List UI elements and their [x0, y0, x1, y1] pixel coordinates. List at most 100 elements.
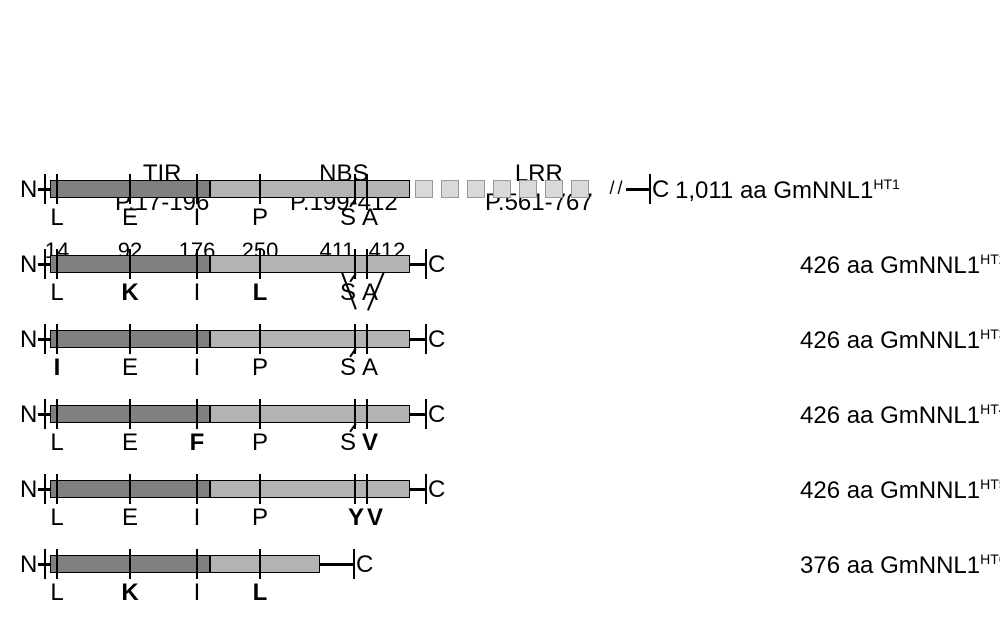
haplotype-superscript: HT6 — [980, 551, 1000, 567]
n-end-tick — [44, 324, 46, 354]
c-terminus-label: C — [428, 401, 445, 429]
length-label: 1,011 aa — [675, 177, 767, 204]
position-tick — [129, 549, 131, 579]
position-tick — [196, 249, 198, 279]
residue-label: I — [194, 204, 201, 232]
c-end-tick — [425, 399, 427, 429]
segment-lrr-dash — [441, 180, 459, 198]
segment-nbs — [210, 330, 410, 348]
baseline — [626, 188, 650, 191]
residue-label: F — [190, 429, 205, 457]
residue-label: L — [253, 279, 268, 307]
n-end-tick — [44, 249, 46, 279]
c-terminus-label: C — [356, 551, 373, 579]
position-tick — [366, 174, 368, 204]
position-tick — [56, 474, 58, 504]
gene-name: GmNNL1 — [880, 477, 980, 504]
position-tick — [259, 474, 261, 504]
haplotype-superscript: HT1 — [873, 176, 899, 192]
c-terminus-label: C — [652, 176, 669, 204]
protein-domain-diagram: TIRP.17-196NBSP.199-412LRRP.561-76714921… — [20, 160, 980, 610]
haplotype-label: 376 aa GmNNL1HT6 — [800, 551, 1000, 580]
residue-label: L — [50, 504, 63, 532]
segment-lrr-dash — [493, 180, 511, 198]
haplotype-rows: N//CLEIPSA1,011 aa GmNNL1HT1NCLKILSA426 … — [20, 160, 980, 610]
haplotype-label: 1,011 aa GmNNL1HT1 — [675, 176, 900, 205]
baseline — [410, 488, 426, 491]
position-tick — [129, 174, 131, 204]
c-end-tick — [353, 549, 355, 579]
baseline — [410, 263, 426, 266]
position-tick — [259, 399, 261, 429]
residue-label: P — [252, 354, 268, 382]
gene-name: GmNNL1 — [880, 552, 980, 579]
c-terminus-label: C — [428, 476, 445, 504]
haplotype-label: 426 aa GmNNL1HT2 — [800, 251, 1000, 280]
gene-name: GmNNL1 — [773, 177, 873, 204]
position-tick — [196, 324, 198, 354]
c-end-tick — [425, 249, 427, 279]
segment-nbs — [210, 555, 320, 573]
sequence-break-icon: / — [617, 178, 622, 199]
position-tick — [196, 399, 198, 429]
n-end-tick — [44, 399, 46, 429]
position-tick — [259, 174, 261, 204]
position-tick — [366, 249, 368, 279]
position-tick — [259, 249, 261, 279]
residue-label: K — [121, 579, 138, 607]
segment-nbs — [210, 180, 410, 198]
sequence-break-icon: / — [609, 178, 614, 199]
baseline — [320, 563, 354, 566]
position-tick — [259, 549, 261, 579]
position-tick — [354, 474, 356, 504]
position-tick — [366, 399, 368, 429]
residue-label: I — [194, 504, 201, 532]
position-tick — [56, 249, 58, 279]
residue-label: V — [367, 504, 383, 532]
residue-label: A — [362, 354, 378, 382]
length-label: 426 aa — [800, 252, 873, 279]
position-tick — [56, 324, 58, 354]
haplotype-row-ht3: NCIEIPSA426 aa GmNNL1HT3 — [20, 310, 980, 385]
residue-label: I — [194, 579, 201, 607]
n-terminus-label: N — [20, 251, 37, 279]
residue-label: S — [340, 354, 356, 382]
segment-lrr-dash — [545, 180, 563, 198]
residue-label: P — [252, 429, 268, 457]
gene-name: GmNNL1 — [880, 252, 980, 279]
length-label: 376 aa — [800, 552, 873, 579]
haplotype-label: 426 aa GmNNL1HT3 — [800, 326, 1000, 355]
residue-label: S — [340, 429, 356, 457]
n-terminus-label: N — [20, 326, 37, 354]
baseline — [410, 413, 426, 416]
residue-label: Y — [348, 504, 364, 532]
residue-label: S — [340, 204, 356, 232]
gene-name: GmNNL1 — [880, 327, 980, 354]
residue-label: L — [50, 204, 63, 232]
residue-label: L — [50, 279, 63, 307]
haplotype-superscript: HT2 — [980, 251, 1000, 267]
haplotype-row-ht6: NCLKIL376 aa GmNNL1HT6 — [20, 535, 980, 610]
length-label: 426 aa — [800, 327, 873, 354]
position-tick — [56, 174, 58, 204]
n-end-tick — [44, 549, 46, 579]
n-terminus-label: N — [20, 476, 37, 504]
position-tick — [56, 549, 58, 579]
residue-label: E — [122, 504, 138, 532]
gene-name: GmNNL1 — [880, 402, 980, 429]
residue-label: K — [121, 279, 138, 307]
residue-label: V — [362, 429, 378, 457]
c-end-tick — [425, 324, 427, 354]
position-tick — [366, 324, 368, 354]
position-tick — [129, 399, 131, 429]
position-tick — [259, 324, 261, 354]
c-terminus-label: C — [428, 251, 445, 279]
residue-label: A — [362, 279, 378, 307]
haplotype-row-ht1: N//CLEIPSA1,011 aa GmNNL1HT1 — [20, 160, 980, 235]
n-end-tick — [44, 474, 46, 504]
c-end-tick — [425, 474, 427, 504]
haplotype-label: 426 aa GmNNL1HT5 — [800, 476, 1000, 505]
residue-label: A — [362, 204, 378, 232]
segment-lrr-dash — [519, 180, 537, 198]
segment-lrr-dash — [415, 180, 433, 198]
